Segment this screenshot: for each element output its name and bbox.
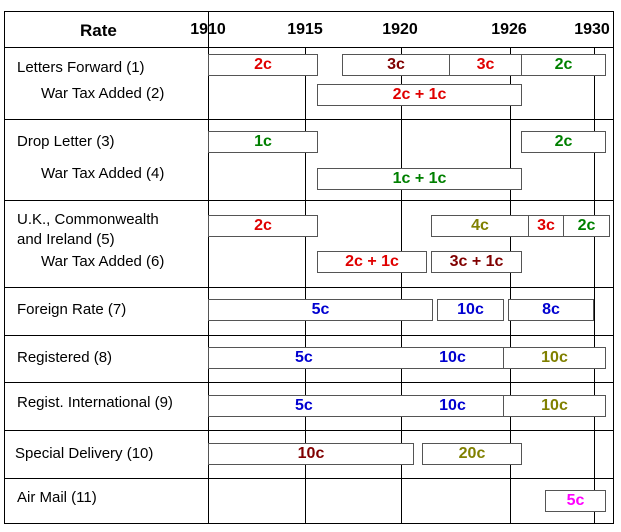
rate-box: 10c: [402, 347, 504, 369]
rate-box: 2c + 1c: [317, 84, 522, 106]
rate-box: 3c + 1c: [431, 251, 522, 273]
rate-box: 2c + 1c: [317, 251, 427, 273]
group-divider: [4, 382, 614, 383]
rate-box: 10c: [402, 395, 504, 417]
row-label-war-tax-6: War Tax Added (6): [41, 253, 165, 270]
year-label-1926: 1926: [491, 21, 527, 38]
header-divider: [4, 47, 614, 48]
rate-box: 5c: [208, 299, 433, 321]
year-line-1926: [510, 47, 511, 524]
rate-box: 10c: [503, 395, 606, 417]
rate-box: 3c: [528, 215, 564, 237]
row-label-war-tax-4: War Tax Added (4): [41, 165, 165, 182]
year-label-1930: 1930: [574, 21, 610, 38]
rate-box: 1c + 1c: [317, 168, 522, 190]
rate-box: 4c: [431, 215, 529, 237]
rate-box: 10c: [208, 443, 414, 465]
year-line-1930: [594, 47, 595, 524]
row-label-regist-international: Regist. International (9): [17, 394, 173, 411]
row-label-air-mail: Air Mail (11): [17, 489, 97, 506]
row-label-letters-forward: Letters Forward (1): [17, 59, 145, 76]
rate-box: 3c: [449, 54, 522, 76]
rate-box: 10c: [503, 347, 606, 369]
year-label-1910: 1910: [190, 21, 226, 38]
rate-box: 2c: [521, 54, 606, 76]
year-label-1920: 1920: [382, 21, 418, 38]
group-divider: [4, 430, 614, 431]
rate-box: 2c: [563, 215, 610, 237]
year-line-1920: [401, 47, 402, 524]
row-label-foreign-rate: Foreign Rate (7): [17, 301, 127, 318]
group-divider: [4, 478, 614, 479]
row-label-uk-line2: and Ireland (5): [17, 231, 115, 248]
rate-box: 2c: [208, 54, 318, 76]
group-divider: [4, 287, 614, 288]
year-label-1915: 1915: [287, 21, 323, 38]
year-line-1910: [208, 11, 209, 524]
group-divider: [4, 200, 614, 201]
row-label-war-tax-2: War Tax Added (2): [41, 85, 165, 102]
rate-box: 1c: [208, 131, 318, 153]
rate-box: 8c: [508, 299, 594, 321]
row-label-uk-line1: U.K., Commonwealth: [17, 211, 159, 228]
rate-box: 20c: [422, 443, 522, 465]
group-divider: [4, 119, 614, 120]
rate-box: 3c: [342, 54, 450, 76]
rate-box: 5c: [545, 490, 606, 512]
row-label-registered: Registered (8): [17, 349, 113, 366]
group-divider: [4, 335, 614, 336]
rate-box: 10c: [437, 299, 504, 321]
row-label-special-delivery: Special Delivery (10): [15, 445, 154, 462]
rate-box: 2c: [208, 215, 318, 237]
rate-box: 2c: [521, 131, 606, 153]
row-label-drop-letter: Drop Letter (3): [17, 133, 115, 150]
year-line-1915: [305, 47, 306, 524]
rate-column-header: Rate: [80, 21, 117, 40]
